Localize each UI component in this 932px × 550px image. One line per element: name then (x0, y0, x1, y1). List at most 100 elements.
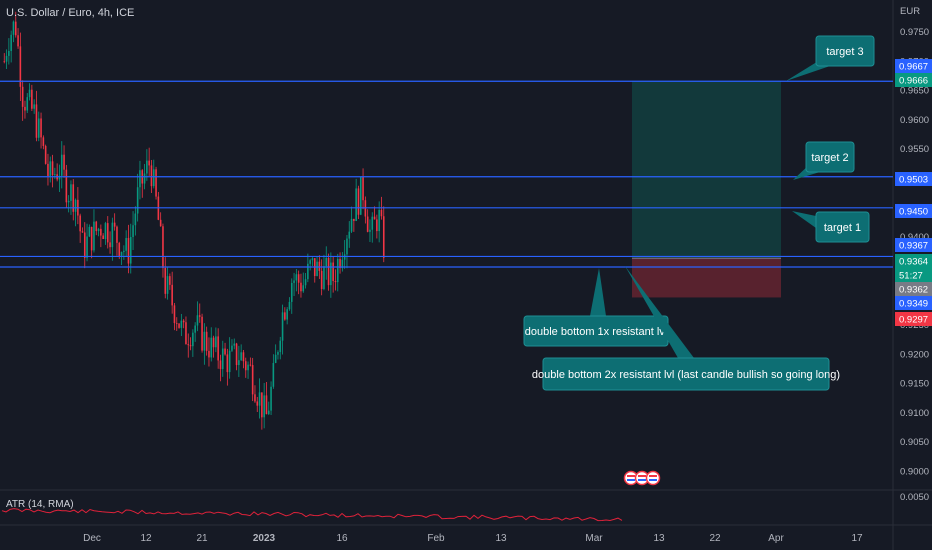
candle-body (238, 360, 240, 366)
candle-body (235, 343, 238, 366)
candle-body (272, 362, 275, 387)
price-label: 51:27 (899, 271, 923, 282)
candle-body (113, 222, 116, 227)
candle-body (194, 325, 196, 333)
x-tick-label: Apr (768, 533, 784, 544)
candles-group (3, 11, 385, 430)
indicator-label[interactable]: ATR (14, RMA) (6, 499, 74, 510)
candle-body (81, 231, 84, 233)
price-label-bg (895, 268, 932, 282)
candle-body (210, 337, 213, 358)
target2-callout-box (805, 141, 855, 173)
candle-body (247, 364, 249, 371)
target1-callout-pointer (792, 211, 816, 228)
price-label: 0.9666 (899, 76, 928, 87)
candle-body (28, 89, 31, 98)
price-label: 0.9362 (899, 285, 928, 296)
x-tick-label: 12 (140, 533, 152, 544)
candle-body (178, 323, 180, 328)
target1-callout-text: target 1 (824, 222, 861, 234)
candle-body (348, 231, 351, 239)
candle-body (67, 200, 70, 203)
candle-body (132, 225, 134, 238)
target2-callout-text: target 2 (811, 152, 848, 164)
candle-body (182, 320, 185, 323)
candle-body (148, 160, 150, 166)
candle-body (256, 401, 259, 406)
position-loss-zone (632, 258, 781, 298)
candle-body (353, 218, 355, 221)
x-tick-label: 13 (653, 533, 665, 544)
candle-body (49, 161, 52, 177)
x-tick-label: 21 (196, 533, 208, 544)
candle-body (192, 332, 194, 347)
db2-callout-text: double bottom 2x resistant lvl (last can… (532, 369, 840, 381)
candle-body (180, 320, 183, 328)
candle-body (307, 263, 309, 280)
candle-body (290, 282, 293, 302)
candle-body (300, 282, 302, 292)
candle-body (251, 365, 254, 395)
candle-body (116, 226, 118, 243)
candle-body (371, 216, 374, 230)
candle-body (189, 345, 192, 347)
candle-body (146, 160, 148, 174)
candle-body (304, 279, 307, 286)
candle-body (166, 276, 169, 294)
candle-body (40, 118, 42, 138)
candle-body (70, 184, 72, 201)
candle-body (74, 199, 77, 212)
y-tick-label: 0.9000 (900, 467, 929, 478)
candle-body (332, 262, 334, 282)
candle-body (327, 258, 330, 286)
x-tick-label: Dec (83, 533, 101, 544)
symbol-title[interactable]: U.S. Dollar / Euro, 4h, ICE (6, 7, 135, 19)
candle-body (378, 209, 380, 232)
candle-body (341, 259, 344, 269)
atr-tick-label: 0.0050 (900, 492, 929, 503)
db1-callout-text: double bottom 1x resistant lvl (525, 326, 667, 338)
candle-body (297, 274, 300, 283)
candle-body (215, 336, 217, 348)
y-tick-label: 0.9050 (900, 437, 929, 448)
y-tick-label: 0.9150 (900, 379, 929, 390)
price-label-bg (895, 312, 932, 326)
event-flag-stripe (627, 479, 635, 481)
price-label: 0.9367 (899, 241, 928, 252)
candle-body (169, 276, 171, 285)
event-flag-icon (645, 470, 661, 486)
x-tick-label: 17 (851, 533, 863, 544)
candle-body (187, 344, 190, 346)
price-label-bg (895, 282, 932, 296)
price-label-bg (895, 73, 932, 87)
candle-body (224, 348, 226, 355)
candle-body (63, 154, 65, 170)
candle-body (10, 34, 12, 51)
candle-body (100, 228, 102, 236)
x-tick-label: Mar (585, 533, 603, 544)
candle-body (217, 336, 219, 361)
y-tick-label: 0.9600 (900, 115, 929, 126)
candle-body (159, 219, 162, 227)
price-label: 0.9297 (899, 315, 928, 326)
y-tick-label: 0.9650 (900, 86, 929, 97)
candle-body (212, 337, 215, 348)
candle-body (346, 238, 348, 255)
candle-body (295, 274, 298, 281)
candle-body (127, 238, 130, 264)
candle-body (366, 216, 369, 232)
candle-body (155, 169, 157, 197)
candle-body (97, 228, 100, 232)
price-label: 0.9364 (899, 257, 928, 268)
x-tick-label: Feb (427, 533, 445, 544)
candle-body (261, 392, 263, 418)
price-label-bg (895, 172, 932, 186)
y-tick-label: 0.9400 (900, 232, 929, 243)
candle-body (323, 266, 325, 289)
candle-body (309, 260, 311, 264)
candle-body (226, 354, 229, 373)
candle-body (26, 97, 29, 111)
candle-body (134, 213, 137, 226)
price-label: 0.9450 (899, 207, 928, 218)
